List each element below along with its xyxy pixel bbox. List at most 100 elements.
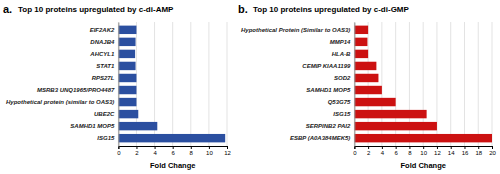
tick: 8 bbox=[190, 146, 194, 156]
tick: 12 bbox=[434, 146, 441, 156]
tick-mark bbox=[173, 146, 174, 149]
axis-line bbox=[354, 23, 355, 147]
tick-mark bbox=[155, 146, 156, 149]
category-tick: Q53G75 bbox=[328, 99, 355, 105]
tick-label: 8 bbox=[190, 150, 194, 156]
category-label: SAMHD1 MOP5 bbox=[70, 123, 115, 129]
category-label: MSRB3 UNQ1965/PRO4487 bbox=[37, 87, 115, 93]
category-tick: AHCYL1 bbox=[89, 51, 118, 57]
category-tick: Hypothetical protein (similar to OAS3) bbox=[6, 99, 118, 105]
category-tick: DNAJB4 bbox=[90, 39, 118, 45]
category-label: ESBP (A0A384MEK5) bbox=[290, 135, 350, 141]
tick: 16 bbox=[462, 146, 469, 156]
chart-container: 0 2 4 6 8 10 12 EIF2AK2 DNAJB4 AHCYL1 STAT1 RPS27L M… bbox=[0, 0, 500, 174]
bar bbox=[118, 74, 136, 82]
category-tick: SAMHD1 MOP5 bbox=[70, 123, 118, 129]
grid-line bbox=[172, 22, 173, 146]
category-tick: UBE2C bbox=[94, 111, 118, 117]
bar bbox=[118, 62, 135, 70]
grid-line bbox=[190, 22, 191, 146]
tick-label: 12 bbox=[434, 150, 441, 156]
bar bbox=[118, 86, 136, 94]
grid bbox=[354, 22, 492, 146]
category-label: ISG15 bbox=[333, 111, 351, 117]
tick-label: 20 bbox=[489, 150, 496, 156]
tick-mark bbox=[492, 146, 493, 149]
panel: 02468101214161820Hypothetical Protein (S… bbox=[238, 3, 496, 170]
category-label: SERPINB2 PAI2 bbox=[306, 123, 351, 129]
y-axis: Hypothetical Protein (Similar to OAS3) MM… bbox=[241, 23, 355, 147]
tick: 6 bbox=[172, 146, 176, 156]
tick: 10 bbox=[206, 146, 213, 156]
tick-label: 2 bbox=[367, 150, 371, 156]
tick-label: 4 bbox=[153, 150, 157, 156]
category-tick: MSRB3 UNQ1965/PRO4487 bbox=[37, 87, 118, 93]
bar bbox=[354, 134, 492, 142]
bar bbox=[118, 50, 135, 58]
bar bbox=[354, 38, 367, 46]
grid-line bbox=[464, 22, 465, 146]
tick-mark bbox=[437, 146, 438, 149]
category-label: RPS27L bbox=[92, 75, 115, 81]
x-axis-title: Fold Change bbox=[400, 161, 445, 170]
category-label: HLA-B bbox=[332, 51, 351, 57]
grid bbox=[118, 22, 227, 146]
grid-line bbox=[478, 22, 479, 146]
tick-mark bbox=[368, 146, 369, 149]
tick-mark bbox=[209, 146, 210, 149]
category-tick: SAMHD1 MOP5 bbox=[306, 87, 354, 93]
tick-mark bbox=[451, 146, 452, 149]
title: Top 10 proteins upregulated by c-di-GMP bbox=[253, 5, 410, 14]
category-label: ISG15 bbox=[97, 135, 115, 141]
grid-line bbox=[354, 22, 355, 146]
category-tick: EIF2AK2 bbox=[90, 27, 119, 33]
tick-mark bbox=[136, 146, 137, 149]
bar bbox=[118, 110, 138, 118]
panel-label: b. bbox=[238, 3, 248, 15]
tick-mark bbox=[227, 146, 228, 149]
axis-line bbox=[119, 147, 228, 150]
tick-mark bbox=[191, 146, 192, 149]
category-tick: Hypothetical Protein (Similar to OAS3) bbox=[241, 27, 354, 33]
tick-label: 14 bbox=[448, 150, 455, 156]
category-label: Q53G75 bbox=[328, 99, 351, 105]
category-label: Hypothetical Protein (Similar to OAS3) bbox=[241, 27, 350, 33]
tick-label: 4 bbox=[381, 150, 385, 156]
category-label: EIF2AK2 bbox=[90, 27, 115, 33]
title: Top 10 proteins upregulated by c-di-AMP bbox=[18, 5, 174, 14]
tick-mark bbox=[396, 146, 397, 149]
tick-label: 12 bbox=[224, 150, 231, 156]
grid-line bbox=[450, 22, 451, 146]
category-tick: HLA-B bbox=[332, 51, 355, 57]
category-label: AHCYL1 bbox=[89, 51, 115, 57]
bar bbox=[354, 26, 368, 34]
tick-mark bbox=[423, 146, 424, 149]
axis-line bbox=[355, 147, 493, 150]
bars bbox=[354, 26, 492, 143]
y-axis: EIF2AK2 DNAJB4 AHCYL1 STAT1 RPS27L MSRB3 UNQ1… bbox=[6, 23, 119, 147]
bar bbox=[354, 86, 382, 94]
category-label: STAT1 bbox=[96, 63, 115, 69]
category-tick: SOD2 bbox=[334, 75, 354, 81]
tick: 12 bbox=[224, 146, 231, 156]
grid-line bbox=[227, 22, 228, 146]
category-label: SAMHD1 MOP5 bbox=[306, 87, 351, 93]
panel: 0 2 4 6 8 10 12 EIF2AK2 DNAJB4 AHCYL1 STAT1 RPS27L M… bbox=[3, 3, 231, 170]
panel-label: a. bbox=[3, 3, 12, 15]
tick: 2 bbox=[135, 146, 139, 156]
bar bbox=[118, 38, 135, 46]
bars bbox=[118, 26, 225, 143]
bar bbox=[354, 50, 368, 58]
category-tick: ISG15 bbox=[97, 135, 118, 141]
category-label: CEMIP KIAA1199 bbox=[302, 63, 351, 69]
tick-label: 6 bbox=[394, 150, 398, 156]
tick: 0 bbox=[117, 146, 121, 156]
bar bbox=[354, 110, 426, 118]
category-tick: MMP14 bbox=[330, 39, 355, 45]
category-tick: ESBP (A0A384MEK5) bbox=[290, 135, 354, 141]
category-label: SOD2 bbox=[334, 75, 351, 81]
tick-mark bbox=[409, 146, 410, 149]
tick-mark bbox=[464, 146, 465, 149]
tick-label: 10 bbox=[420, 150, 427, 156]
category-label: UBE2C bbox=[94, 111, 115, 117]
